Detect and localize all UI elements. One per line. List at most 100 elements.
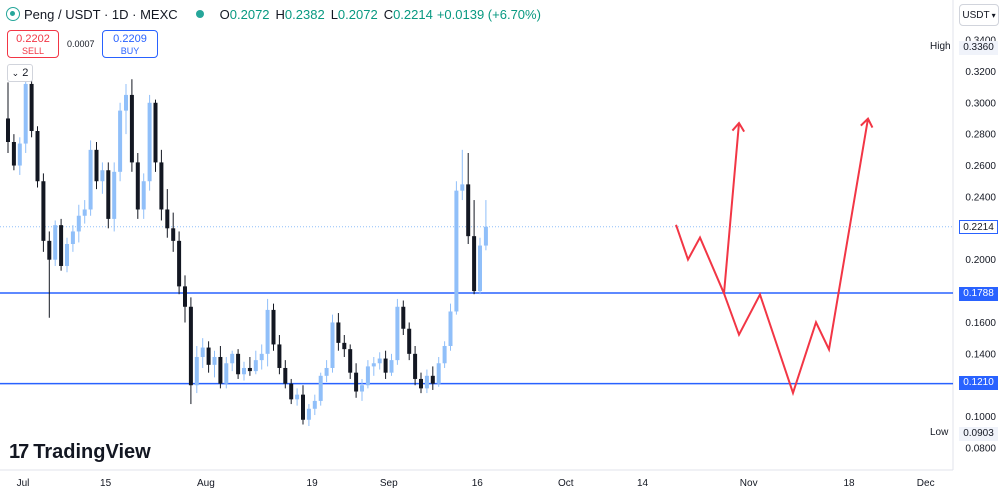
candle-body	[147, 102, 152, 182]
y-tick-label: 0.2000	[965, 255, 996, 266]
candle-body	[70, 231, 75, 244]
brand-name: TradingView	[33, 441, 151, 463]
candle-body	[53, 225, 58, 260]
candle-body	[371, 363, 376, 367]
buy-price: 0.2209	[113, 33, 147, 45]
low-label: L	[330, 6, 338, 22]
projection-path-1	[675, 122, 740, 294]
x-tick-label: Aug	[197, 478, 215, 489]
open-label: O	[219, 6, 230, 22]
candle-body	[318, 375, 323, 401]
candle-body	[395, 306, 400, 361]
x-tick-label: Sep	[380, 478, 398, 489]
candle-body	[442, 346, 447, 364]
x-tick-label: Oct	[558, 478, 574, 489]
candle-body	[253, 360, 258, 372]
candle-body	[295, 394, 300, 400]
candle-body	[11, 142, 16, 166]
close-label: C	[383, 6, 394, 22]
candle-body	[100, 170, 105, 182]
indicator-toggle[interactable]: ⌄ 2	[7, 64, 33, 82]
candle-body	[65, 244, 69, 266]
currency-selector[interactable]: USDT ▾	[959, 4, 999, 26]
candle-body	[265, 309, 270, 354]
indicator-count: 2	[22, 67, 29, 79]
candle-body	[289, 383, 294, 400]
buy-button[interactable]: 0.2209 BUY	[102, 30, 158, 58]
candle-body	[271, 309, 276, 345]
sell-button[interactable]: 0.2202 SELL	[7, 30, 59, 58]
high-label: H	[275, 6, 285, 22]
candle-body	[183, 286, 187, 307]
candle-body	[230, 353, 235, 364]
candle-body	[206, 347, 211, 365]
candle-body	[236, 353, 241, 375]
candle-body	[171, 228, 176, 241]
candle-body	[277, 344, 282, 368]
symbol-title[interactable]: Peng / USDT · 1D · MEXC	[24, 6, 178, 22]
candle-body	[82, 209, 87, 216]
candle-body	[430, 375, 435, 384]
tradingview-logo[interactable]: 17 TradingView	[9, 441, 151, 464]
candle-body	[17, 143, 22, 166]
candle-body	[94, 149, 99, 182]
peng-coin-icon	[6, 7, 20, 21]
x-tick-label: 19	[307, 478, 319, 489]
y-tick-label: 0.1000	[965, 412, 996, 423]
candle-body	[41, 181, 46, 241]
candle-body	[159, 162, 164, 210]
y-tick-label: 0.3200	[965, 67, 996, 78]
x-tick-label: 14	[637, 478, 649, 489]
chevron-down-icon: ⌄	[11, 67, 20, 78]
candle-body	[194, 356, 199, 386]
candle-body	[483, 226, 488, 246]
candle-body	[306, 408, 311, 420]
chevron-down-icon: ▾	[991, 10, 996, 20]
candle-body	[218, 356, 223, 384]
x-tick-label: 16	[472, 478, 484, 489]
candle-body	[59, 225, 64, 266]
candle-body	[247, 367, 252, 372]
candle-body	[336, 322, 341, 343]
candle-body	[466, 184, 471, 237]
y-tick-label: 0.0800	[965, 444, 996, 455]
sell-price: 0.2202	[16, 33, 50, 45]
candle-body	[460, 184, 465, 191]
candle-body	[165, 209, 170, 229]
candle-body	[413, 353, 418, 379]
candle-body	[177, 240, 182, 287]
candle-body	[141, 181, 146, 210]
market-status-icon	[195, 10, 204, 18]
y-tick-label: 0.2400	[965, 192, 996, 203]
candle-body	[118, 110, 123, 172]
candle-body	[360, 385, 364, 392]
candle-body	[259, 353, 264, 361]
candle-body	[29, 83, 34, 132]
spread-value: 0.0007	[67, 39, 95, 49]
candle-body	[283, 367, 288, 384]
candle-body	[389, 360, 394, 373]
candle-body	[472, 236, 477, 292]
high-tag-value: 0.3360	[959, 41, 998, 55]
close-value: 0.2214	[393, 6, 433, 22]
candle-body	[200, 347, 205, 357]
candle-body	[301, 394, 305, 420]
candle-body	[454, 190, 459, 312]
sell-label: SELL	[21, 46, 45, 56]
open-value: 0.2072	[229, 6, 270, 22]
projection-path-2-arrowhead	[860, 116, 874, 129]
change-value: +0.0139 (+6.70%)	[436, 6, 541, 22]
candle-body	[478, 245, 482, 292]
y-tick-label: 0.1400	[965, 349, 996, 360]
low-value: 0.2072	[337, 6, 378, 22]
buy-label: BUY	[120, 46, 140, 56]
candle-body	[312, 400, 317, 409]
candle-body	[436, 363, 441, 384]
high-tag-label: High	[930, 41, 951, 52]
candle-body	[88, 149, 93, 210]
candle-body	[242, 367, 246, 375]
x-tick-label: Dec	[917, 478, 935, 489]
candle-body	[112, 171, 117, 219]
candle-body	[188, 306, 193, 386]
